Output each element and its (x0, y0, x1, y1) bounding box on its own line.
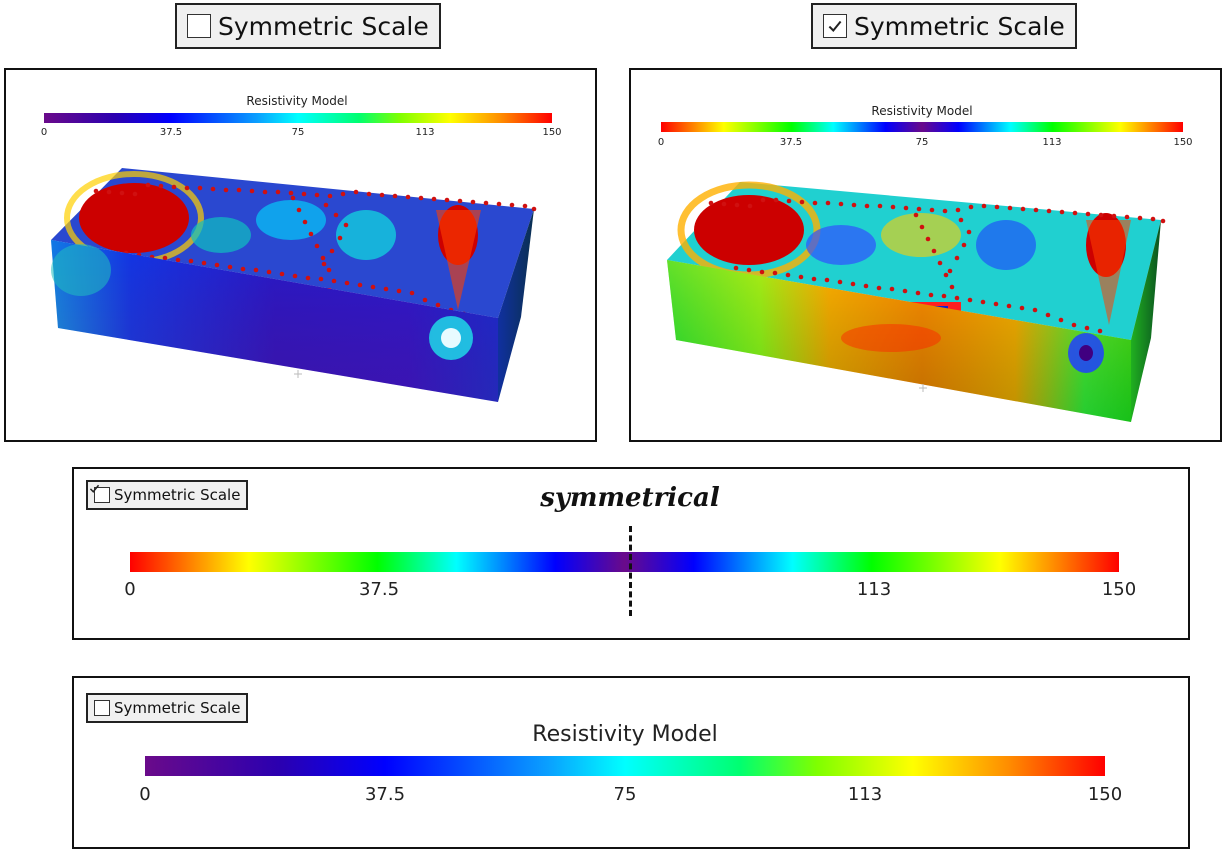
checkmark-icon (89, 484, 100, 493)
colorbar-ramp (145, 756, 1105, 776)
colorbar-tick: 150 (1101, 579, 1137, 600)
colorbar-tick: 150 (542, 127, 562, 138)
colorbar-ramp (661, 122, 1183, 132)
colorbar-tick: 0 (40, 127, 48, 138)
colorbar-detail-default: Symmetric Scale Resistivity Model 0 37.5… (72, 676, 1190, 849)
colorbar-tick: 150 (1173, 137, 1193, 148)
checkbox-box-checked[interactable] (89, 484, 110, 503)
colorbar-tick: 113 (856, 579, 892, 600)
colorbar-tick: 37.5 (779, 137, 803, 148)
colorbar-tick: 37.5 (159, 127, 183, 138)
colorbar-detail-symmetric: Symmetric Scale symmetrical 0 37.5 113 1… (72, 467, 1190, 640)
viewport-default-scale[interactable]: Resistivity Model 0 37.5 75 113 150 (4, 68, 597, 442)
resistivity-block-3d (667, 181, 1166, 422)
checkbox-box-unchecked[interactable] (187, 14, 211, 38)
colorbar-tick: 150 (1087, 784, 1123, 805)
symmetric-scale-checkbox-top-left[interactable]: Symmetric Scale (175, 3, 441, 49)
colorbar-tick: 75 (613, 784, 637, 805)
resistivity-block-3d (51, 168, 537, 402)
colorbar-tick: 0 (124, 579, 136, 600)
checkbox-label: Symmetric Scale (114, 486, 241, 504)
colorbar-tick: 75 (291, 127, 305, 138)
colorbar-tick: 0 (657, 137, 665, 148)
colorbar-title: Resistivity Model (871, 104, 973, 118)
colorbar-tick: 0 (139, 784, 151, 805)
symmetric-scale-checkbox[interactable]: Symmetric Scale (86, 693, 249, 723)
checkmark-icon (828, 20, 842, 33)
colorbar-tick: 37.5 (364, 784, 406, 805)
colorbar-title: Resistivity Model (532, 722, 718, 747)
colorbar-title: Resistivity Model (246, 94, 348, 108)
checkbox-box-checked[interactable] (823, 14, 847, 38)
checkbox-label: Symmetric Scale (114, 699, 241, 717)
viewport-symmetric-scale[interactable]: Resistivity Model 0 37.5 75 113 150 (629, 68, 1222, 442)
symmetric-scale-checkbox[interactable]: Symmetric Scale (86, 480, 249, 510)
checkbox-label: Symmetric Scale (218, 11, 429, 41)
symmetric-scale-checkbox-top-right[interactable]: Symmetric Scale (811, 3, 1077, 49)
colorbar-tick: 113 (415, 127, 435, 138)
colorbar-ramp (44, 113, 552, 123)
colorbar-tick: 113 (1042, 137, 1062, 148)
colorbar-ramp (130, 552, 1119, 572)
colorbar-tick: 75 (915, 137, 929, 148)
colorbar-tick: 37.5 (358, 579, 400, 600)
checkbox-box-unchecked[interactable] (94, 700, 110, 716)
colorbar-tick: 113 (847, 784, 883, 805)
symmetrical-annotation: symmetrical (540, 483, 720, 513)
checkbox-label: Symmetric Scale (854, 11, 1065, 41)
dashed-midline (629, 526, 632, 616)
